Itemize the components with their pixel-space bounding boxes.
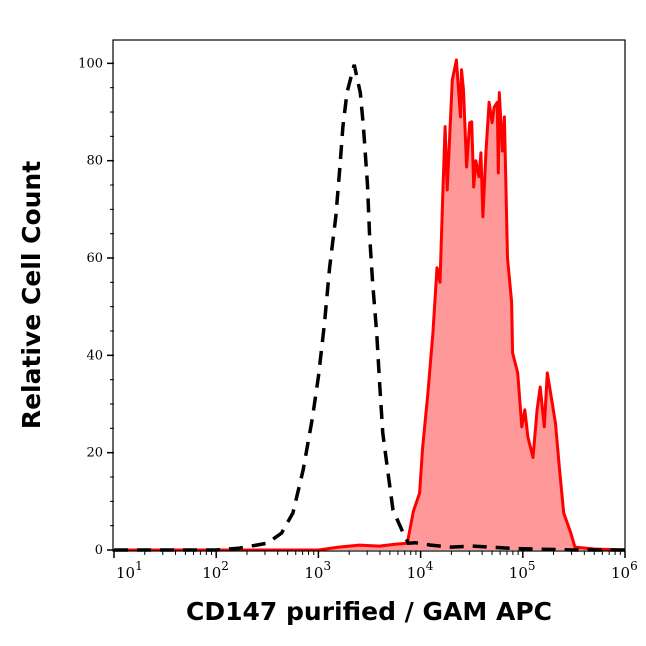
x-tick-exponent: 2 xyxy=(221,559,229,573)
y-tick-label: 40 xyxy=(86,348,103,363)
y-tick-label: 60 xyxy=(86,251,103,266)
x-tick-base: 10 xyxy=(611,564,630,582)
x-tick-exponent: 5 xyxy=(528,559,536,573)
x-tick-exponent: 1 xyxy=(135,559,143,573)
x-tick-label: 102 xyxy=(202,559,229,582)
y-axis-title: Relative Cell Count xyxy=(17,161,46,429)
x-tick-base: 10 xyxy=(116,564,135,582)
y-tick-label: 0 xyxy=(95,543,103,558)
y-tick-label: 20 xyxy=(86,446,103,461)
x-tick-label: 103 xyxy=(304,559,331,582)
x-tick-base: 10 xyxy=(509,564,528,582)
x-tick-label: 105 xyxy=(509,559,536,582)
histogram-fill xyxy=(114,60,625,550)
x-tick-base: 10 xyxy=(202,564,221,582)
plot-frame xyxy=(112,39,626,552)
x-axis-title: CD147 purified / GAM APC xyxy=(186,597,552,626)
x-tick-exponent: 4 xyxy=(426,559,434,573)
x-tick-label: 106 xyxy=(611,559,638,582)
x-tick-base: 10 xyxy=(407,564,426,582)
x-tick-label: 101 xyxy=(116,559,143,582)
y-tick-label: 100 xyxy=(78,56,103,71)
y-tick-label: 80 xyxy=(86,154,103,169)
x-tick-exponent: 3 xyxy=(323,559,331,573)
histogram-line-stained xyxy=(114,58,626,552)
plot-layer xyxy=(114,58,626,552)
x-tick-label: 104 xyxy=(407,559,434,582)
x-tick-base: 10 xyxy=(304,564,323,582)
x-tick-exponent: 6 xyxy=(630,559,638,573)
histogram-line-control xyxy=(114,64,625,552)
